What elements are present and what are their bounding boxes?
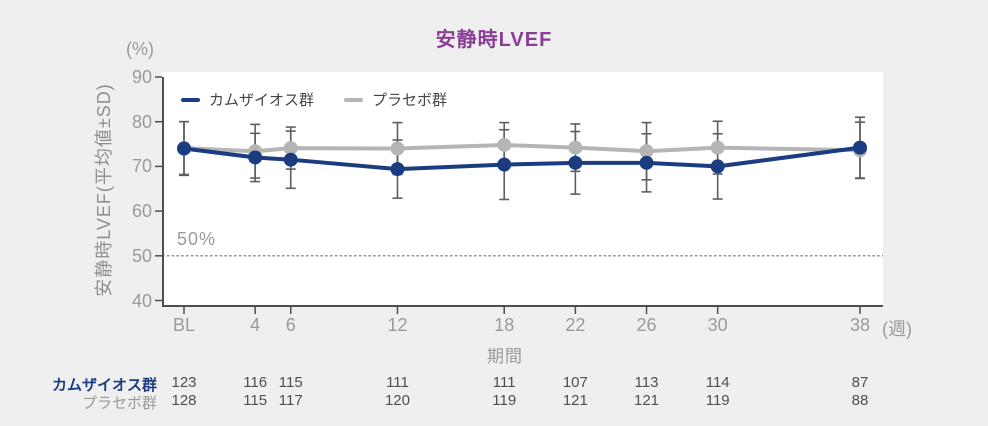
x-tick-label: 12 bbox=[387, 315, 408, 335]
y-tick-label: 70 bbox=[131, 156, 152, 177]
reference-line-label: 50% bbox=[177, 229, 217, 249]
n-table-row-label: プラセボ群 bbox=[81, 395, 157, 412]
x-axis-unit-label: (週) bbox=[882, 319, 912, 339]
data-point-camzyos bbox=[283, 152, 298, 167]
data-point-camzyos bbox=[248, 150, 263, 165]
n-table-value: 107 bbox=[562, 374, 588, 391]
data-point-placebo bbox=[568, 140, 583, 155]
n-table-value: 119 bbox=[492, 392, 517, 409]
n-table-row: プラセボ群 128 115 117 120 119 121 121 119 88 bbox=[0, 392, 988, 412]
placebo-legend-label: プラセボ群 bbox=[372, 92, 448, 109]
n-table-value: 87 bbox=[851, 374, 869, 391]
n-table-value: 115 bbox=[243, 392, 268, 409]
n-table-value: 119 bbox=[705, 392, 730, 409]
camzyos-line-swatch-icon bbox=[181, 97, 200, 102]
y-tick-label: 90 bbox=[131, 67, 152, 87]
n-table-value: 111 bbox=[492, 374, 516, 391]
n-table-value: 117 bbox=[278, 392, 303, 409]
legend: カムザイオス群 プラセボ群 bbox=[181, 89, 447, 110]
data-point-camzyos bbox=[177, 141, 191, 156]
n-table-row: カムザイオス群 123 116 115 111 111 107 113 114 87 bbox=[0, 374, 988, 394]
y-tick-label: 40 bbox=[131, 290, 152, 311]
plot-area bbox=[162, 72, 883, 307]
n-table-value: 120 bbox=[384, 392, 410, 409]
chart-title: 安静時LVEF bbox=[435, 29, 553, 51]
data-point-camzyos bbox=[710, 159, 725, 174]
y-axis-unit-label: (%) bbox=[126, 39, 154, 59]
n-table-value: 114 bbox=[705, 374, 730, 391]
x-tick-label: 4 bbox=[250, 315, 261, 335]
n-table-value: 88 bbox=[851, 392, 869, 409]
data-point-camzyos bbox=[497, 157, 512, 172]
n-table-value: 111 bbox=[386, 374, 409, 391]
x-tick-label: BL bbox=[172, 315, 196, 335]
x-tick-label: 6 bbox=[285, 315, 296, 335]
x-tick-label: 38 bbox=[849, 315, 871, 335]
legend-item-camzyos: カムザイオス群 bbox=[181, 89, 314, 110]
n-table-value: 128 bbox=[171, 392, 197, 409]
x-tick-label: 26 bbox=[636, 315, 657, 335]
camzyos-legend-label: カムザイオス群 bbox=[209, 92, 315, 109]
n-table-value: 113 bbox=[634, 374, 659, 391]
data-point-placebo bbox=[390, 141, 405, 156]
n-table-value: 121 bbox=[562, 392, 588, 409]
y-tick-label: 80 bbox=[131, 111, 152, 132]
n-table-row-label: カムザイオス群 bbox=[51, 377, 157, 394]
n-table-value: 121 bbox=[634, 392, 660, 409]
data-point-placebo bbox=[710, 140, 725, 155]
n-table-value: 116 bbox=[243, 374, 268, 391]
x-tick-label: 22 bbox=[565, 315, 586, 335]
data-point-camzyos bbox=[390, 162, 405, 177]
legend-item-placebo: プラセボ群 bbox=[344, 89, 447, 110]
y-tick-label: 60 bbox=[131, 201, 152, 222]
n-table-value: 115 bbox=[278, 374, 303, 391]
data-point-placebo bbox=[497, 137, 512, 152]
x-tick-label: 18 bbox=[494, 315, 515, 335]
x-axis-title: 期間 bbox=[487, 347, 523, 366]
data-point-camzyos bbox=[639, 155, 654, 170]
data-point-placebo bbox=[639, 144, 654, 159]
data-point-camzyos bbox=[568, 155, 583, 170]
n-table-value: 123 bbox=[171, 374, 197, 391]
x-tick-label: 30 bbox=[707, 315, 728, 335]
data-point-placebo bbox=[283, 141, 298, 156]
y-tick-label: 50 bbox=[131, 245, 152, 266]
data-point-camzyos bbox=[853, 140, 867, 155]
placebo-line-swatch-icon bbox=[344, 97, 364, 102]
